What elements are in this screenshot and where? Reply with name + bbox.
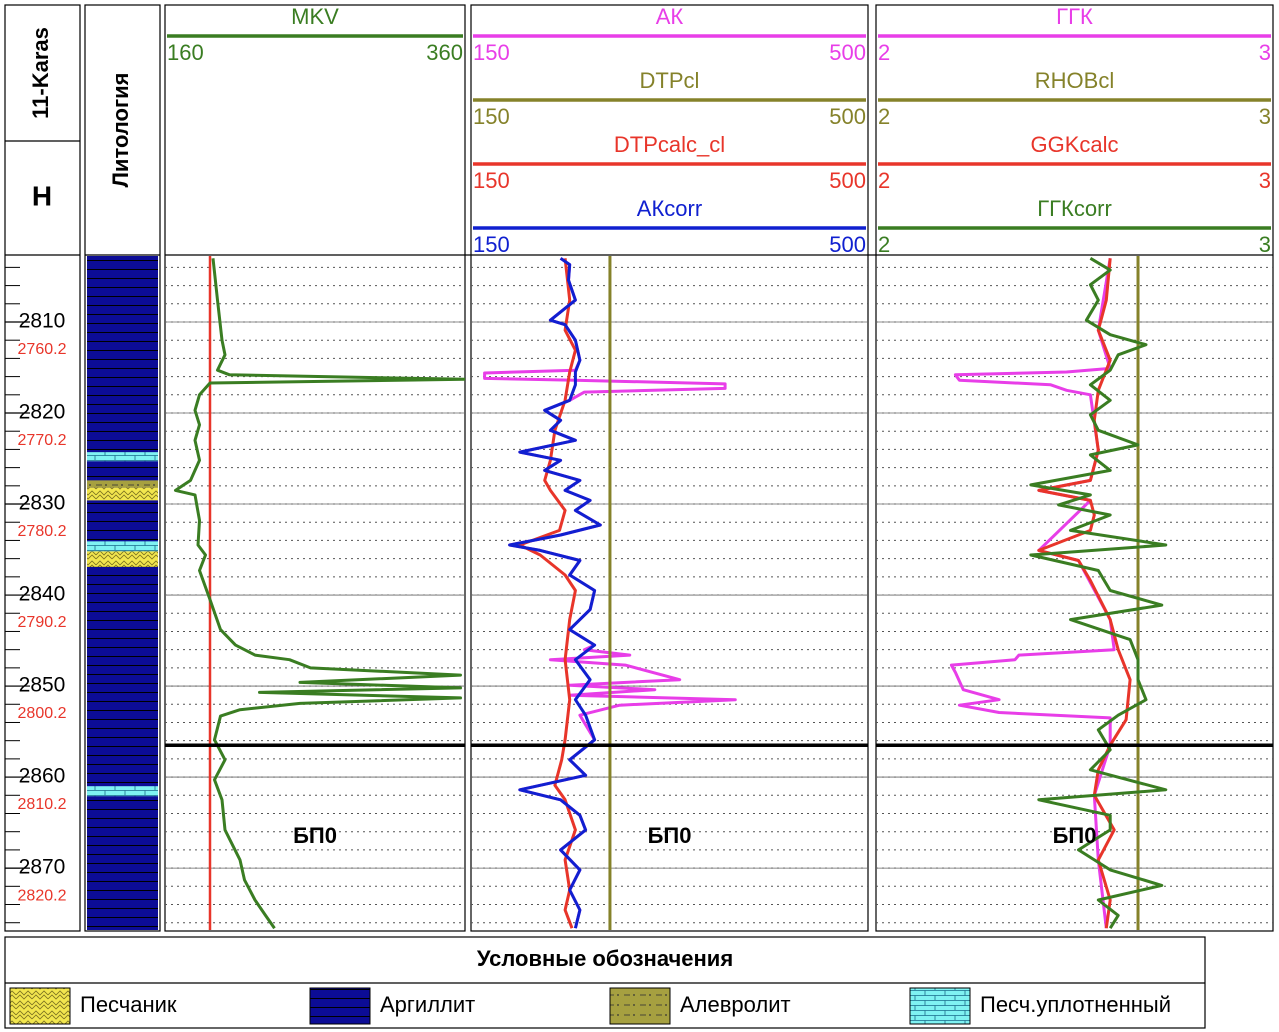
x-tick-label: 3 xyxy=(1259,232,1271,257)
x-tick-label: 150 xyxy=(473,40,510,65)
legend-label: Алевролит xyxy=(680,992,791,1017)
curve xyxy=(174,258,465,930)
legend-swatch xyxy=(309,987,371,1025)
curve-name: GGKcalc xyxy=(1030,132,1118,157)
lithology-interval xyxy=(87,551,158,567)
x-tick-label: 500 xyxy=(829,232,866,257)
x-tick-label: 3 xyxy=(1259,168,1271,193)
x-tick-label: 3 xyxy=(1259,104,1271,129)
lithology-title: Литология xyxy=(108,73,133,188)
curve xyxy=(1037,258,1132,929)
legend-label: Песчаник xyxy=(80,992,177,1017)
tvd-label: 2810.2 xyxy=(18,796,67,813)
legend-title: Условные обозначения xyxy=(477,946,733,971)
depth-label: 2830 xyxy=(19,492,66,515)
marker-label: БП0 xyxy=(293,823,337,848)
tvd-label: 2820.2 xyxy=(18,887,67,904)
track-curves xyxy=(483,256,737,930)
legend-swatch xyxy=(909,987,971,1025)
curve xyxy=(508,257,602,929)
x-tick-label: 150 xyxy=(473,168,510,193)
depth-label: 2840 xyxy=(19,583,66,606)
depth-label: 2850 xyxy=(19,674,66,697)
legend-swatch xyxy=(609,987,671,1025)
x-tick-label: 500 xyxy=(829,104,866,129)
x-tick-label: 150 xyxy=(473,232,510,257)
depth-title: H xyxy=(32,180,52,211)
depth-label: 2870 xyxy=(19,856,66,879)
marker-label: БП0 xyxy=(1053,823,1097,848)
marker-label: БП0 xyxy=(648,823,692,848)
curve-name: RHOBcl xyxy=(1035,68,1114,93)
track-curves xyxy=(949,256,1168,930)
legend-label: Песч.уплотненный xyxy=(980,992,1171,1017)
legend-swatch xyxy=(9,987,71,1025)
curve-name: MKV xyxy=(291,4,339,29)
x-tick-label: 360 xyxy=(426,40,463,65)
tvd-label: 2790.2 xyxy=(18,614,67,631)
tvd-label: 2800.2 xyxy=(18,705,67,722)
depth-label: 2860 xyxy=(19,765,66,788)
curve-name: DTPcl xyxy=(640,68,700,93)
lithology-interval xyxy=(87,786,158,797)
depth-label: 2810 xyxy=(19,310,66,333)
curve-name: DTPcalc_cl xyxy=(614,132,725,157)
lithology-interval xyxy=(87,480,158,488)
x-tick-label: 500 xyxy=(829,168,866,193)
lithology-interval xyxy=(87,541,158,552)
x-tick-label: 2 xyxy=(878,232,890,257)
legend-label: Аргиллит xyxy=(380,992,475,1017)
x-tick-label: 2 xyxy=(878,168,890,193)
x-tick-label: 150 xyxy=(473,104,510,129)
depth-label: 2820 xyxy=(19,401,66,424)
track-curves xyxy=(174,256,465,930)
x-tick-label: 2 xyxy=(878,104,890,129)
curve-name: АКcorr xyxy=(637,196,702,221)
x-tick-label: 2 xyxy=(878,40,890,65)
lithology-interval xyxy=(87,452,158,462)
curve-name: АК xyxy=(656,4,684,29)
tvd-label: 2770.2 xyxy=(18,432,67,449)
curve xyxy=(1029,257,1168,929)
curve-name: ГГКcorr xyxy=(1037,196,1112,221)
curve xyxy=(518,258,577,929)
curve-name: ГГК xyxy=(1056,4,1093,29)
lithology-interval xyxy=(87,487,158,501)
x-tick-label: 3 xyxy=(1259,40,1271,65)
tvd-label: 2780.2 xyxy=(18,523,67,540)
legend: Условные обозначения xyxy=(4,936,1206,1029)
x-tick-label: 500 xyxy=(829,40,866,65)
tvd-label: 2760.2 xyxy=(18,341,67,358)
x-tick-label: 160 xyxy=(167,40,204,65)
lithology-base xyxy=(87,256,158,930)
well-name: 11-Karas xyxy=(28,27,53,119)
